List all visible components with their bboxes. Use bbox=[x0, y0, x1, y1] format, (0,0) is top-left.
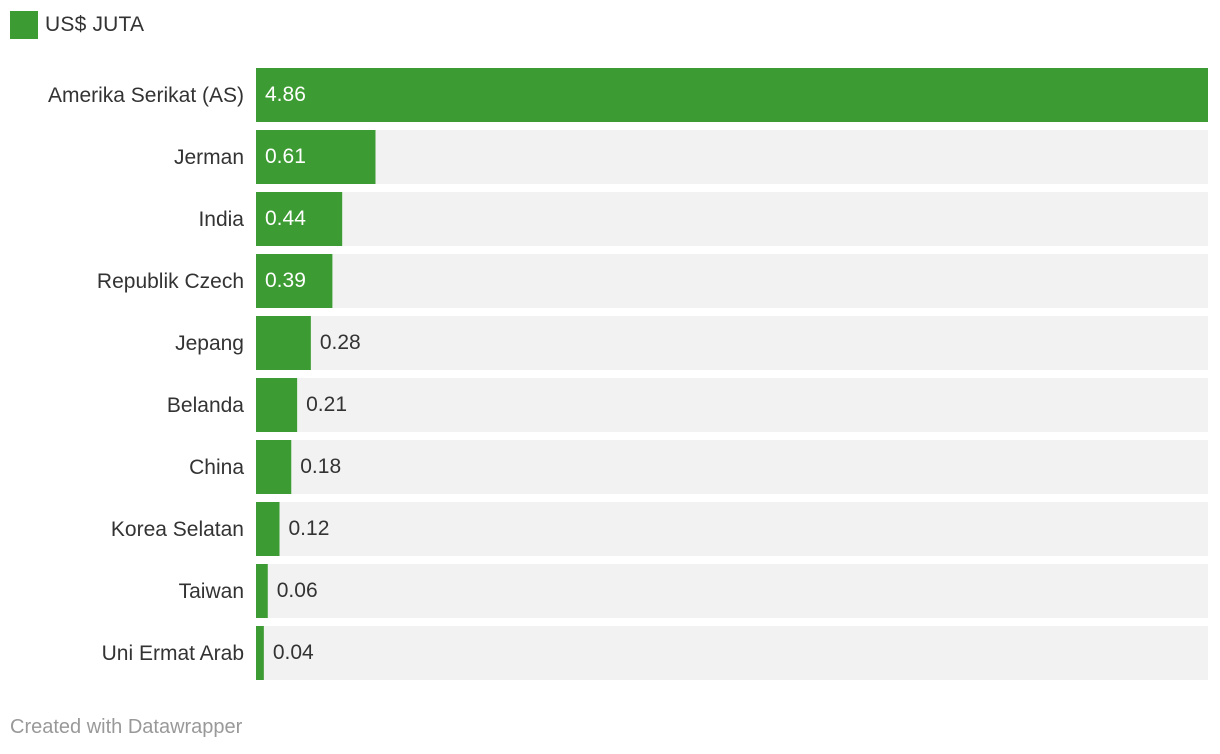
bar[interactable] bbox=[256, 68, 1208, 122]
datawrapper-credit[interactable]: Created with Datawrapper bbox=[10, 716, 243, 738]
chart-legend: US$ JUTA bbox=[10, 11, 144, 39]
category-label: Jepang bbox=[175, 332, 244, 355]
category-label: Jerman bbox=[174, 146, 244, 169]
value-label: 0.28 bbox=[320, 331, 361, 354]
legend-swatch bbox=[10, 11, 38, 39]
value-label: 0.21 bbox=[306, 393, 347, 416]
bar-track bbox=[256, 502, 1208, 556]
bar-track bbox=[256, 254, 1208, 308]
bar-track bbox=[256, 192, 1208, 246]
bar-track bbox=[256, 130, 1208, 184]
category-label: Uni Ermat Arab bbox=[102, 642, 244, 665]
bar[interactable] bbox=[256, 378, 298, 432]
bar-track bbox=[256, 626, 1208, 680]
bar[interactable] bbox=[256, 440, 292, 494]
value-label: 0.61 bbox=[265, 145, 306, 168]
bar[interactable] bbox=[256, 564, 268, 618]
value-label: 0.18 bbox=[300, 455, 341, 478]
bar[interactable] bbox=[256, 316, 311, 370]
category-label: Korea Selatan bbox=[111, 518, 244, 541]
value-label: 0.39 bbox=[265, 269, 306, 292]
value-label: 0.06 bbox=[277, 579, 318, 602]
value-label: 4.86 bbox=[265, 83, 306, 106]
value-label: 0.12 bbox=[289, 517, 330, 540]
category-label: Amerika Serikat (AS) bbox=[48, 84, 244, 107]
bar[interactable] bbox=[256, 130, 376, 184]
category-label: Belanda bbox=[167, 394, 244, 417]
bar-track bbox=[256, 378, 1208, 432]
bar[interactable] bbox=[256, 192, 343, 246]
bar[interactable] bbox=[256, 626, 264, 680]
bar-track bbox=[256, 316, 1208, 370]
category-label: India bbox=[198, 208, 244, 231]
category-label: Taiwan bbox=[179, 580, 244, 603]
value-label: 0.44 bbox=[265, 207, 306, 230]
bar[interactable] bbox=[256, 502, 280, 556]
value-label: 0.04 bbox=[273, 641, 314, 664]
bar[interactable] bbox=[256, 254, 333, 308]
category-label: Republik Czech bbox=[97, 270, 244, 293]
bar-track bbox=[256, 440, 1208, 494]
category-label: China bbox=[189, 456, 244, 479]
legend-label: US$ JUTA bbox=[45, 13, 145, 36]
bar-track bbox=[256, 564, 1208, 618]
